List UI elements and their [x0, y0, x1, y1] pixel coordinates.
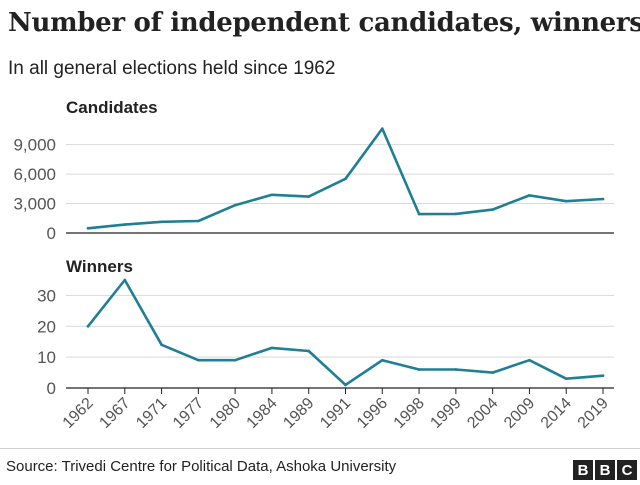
data-point	[160, 220, 163, 224]
x-tick-label: 1962	[60, 395, 97, 432]
y-tick-label: 30	[37, 286, 56, 305]
x-tick-label: 2004	[464, 395, 501, 432]
y-tick-label: 0	[47, 379, 56, 398]
source-note: Source: Trivedi Centre for Political Dat…	[6, 458, 397, 475]
data-point	[454, 212, 458, 216]
x-tick-label: 1980	[207, 395, 244, 432]
bbc-logo-letter: B	[595, 460, 615, 480]
panel-title: Winners	[66, 257, 133, 276]
candidates-panel: Candidates 0 3,000 6,000 9,000	[13, 98, 614, 243]
winners-panel: Winners 0 10 20 30	[37, 257, 614, 398]
data-point	[307, 349, 311, 353]
data-point	[160, 343, 163, 347]
data-point	[564, 199, 568, 203]
panel-title: Candidates	[66, 98, 158, 117]
x-tick-label: 2014	[538, 395, 575, 432]
data-point	[233, 203, 237, 207]
y-tick-label: 9,000	[13, 136, 56, 155]
y-tick-label: 6,000	[13, 165, 56, 184]
data-point	[344, 177, 347, 181]
x-tick-label: 2009	[501, 395, 538, 432]
y-tick-label: 20	[37, 317, 56, 336]
x-tick-label: 1996	[354, 395, 391, 432]
data-point	[123, 223, 127, 226]
x-tick-label: 1967	[96, 395, 133, 432]
y-tick-label: 0	[47, 224, 56, 243]
data-point	[601, 374, 605, 377]
bbc-logo-letter: B	[573, 460, 593, 480]
data-point	[417, 212, 421, 216]
x-tick-label: 1989	[280, 395, 317, 432]
data-point	[86, 324, 90, 328]
data-point	[197, 219, 200, 223]
chart-title: Number of independent candidates, winner…	[8, 8, 640, 38]
x-tick-label: 1991	[317, 395, 354, 432]
data-point	[528, 194, 531, 197]
data-point	[491, 208, 494, 211]
data-point	[344, 383, 347, 387]
bbc-logo: B B C	[573, 460, 637, 480]
x-tick-label: 1998	[391, 395, 428, 432]
x-tick-label: 1999	[427, 395, 464, 432]
chart: Candidates 0 3,000 6,000 9,000 Winners 0 10 20 3…	[13, 98, 614, 432]
data-point	[454, 368, 458, 371]
data-point	[307, 195, 311, 198]
x-axis: 1962 1967 1971 1977 1980 1984 1989 1991 1996 1998…	[60, 388, 612, 432]
data-point	[380, 127, 384, 130]
data-point	[417, 368, 421, 371]
data-point	[197, 358, 200, 362]
data-point	[564, 377, 568, 381]
data-point	[270, 193, 274, 197]
bbc-logo-letter: C	[617, 460, 637, 480]
x-tick-label: 1984	[244, 395, 281, 432]
data-point	[123, 278, 127, 282]
y-tick-label: 3,000	[13, 195, 56, 214]
data-point	[270, 346, 274, 350]
data-point	[491, 371, 494, 374]
x-tick-label: 1971	[133, 395, 170, 432]
x-tick-label: 2019	[575, 395, 612, 432]
footer-divider	[0, 448, 640, 449]
x-tick-label: 1977	[170, 395, 207, 432]
data-point	[601, 197, 605, 201]
data-point	[233, 358, 237, 362]
y-tick-label: 10	[37, 348, 56, 367]
data-point	[380, 358, 384, 362]
data-point	[86, 226, 90, 230]
chart-subtitle: In all general elections held since 1962	[8, 58, 336, 79]
data-point	[528, 358, 531, 362]
